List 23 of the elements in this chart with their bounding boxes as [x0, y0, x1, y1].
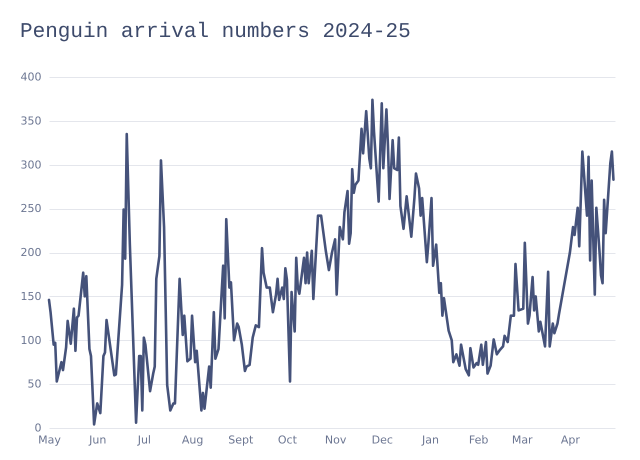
- y-tick-label: 350: [20, 114, 42, 128]
- x-tick-label: Aug: [182, 434, 204, 446]
- x-tick-label: Apr: [560, 434, 580, 446]
- y-tick-label: 150: [20, 290, 42, 303]
- x-tick-label: Oct: [278, 434, 298, 446]
- y-tick-label: 50: [28, 378, 42, 391]
- y-tick-label: 250: [20, 202, 42, 216]
- y-tick-label: 400: [20, 70, 42, 84]
- x-tick-label: Nov: [324, 434, 347, 446]
- x-tick-label: Feb: [468, 434, 488, 446]
- y-tick-label: 100: [20, 334, 42, 347]
- x-tick-label: Jul: [136, 434, 151, 446]
- line-series: [48, 98, 615, 426]
- x-tick-label: Mar: [512, 434, 534, 446]
- x-tick-label: Jun: [88, 434, 106, 446]
- y-tick-label: 300: [20, 158, 42, 172]
- x-tick-label: Dec: [372, 434, 393, 446]
- x-tick-label: May: [38, 434, 62, 446]
- chart-title: Penguin arrival numbers 2024-25: [20, 21, 411, 44]
- x-tick-label: Jan: [420, 434, 439, 446]
- x-tick-label: Sept: [228, 434, 254, 446]
- y-tick-label: 0: [34, 422, 42, 434]
- y-tick-label: 200: [20, 246, 42, 259]
